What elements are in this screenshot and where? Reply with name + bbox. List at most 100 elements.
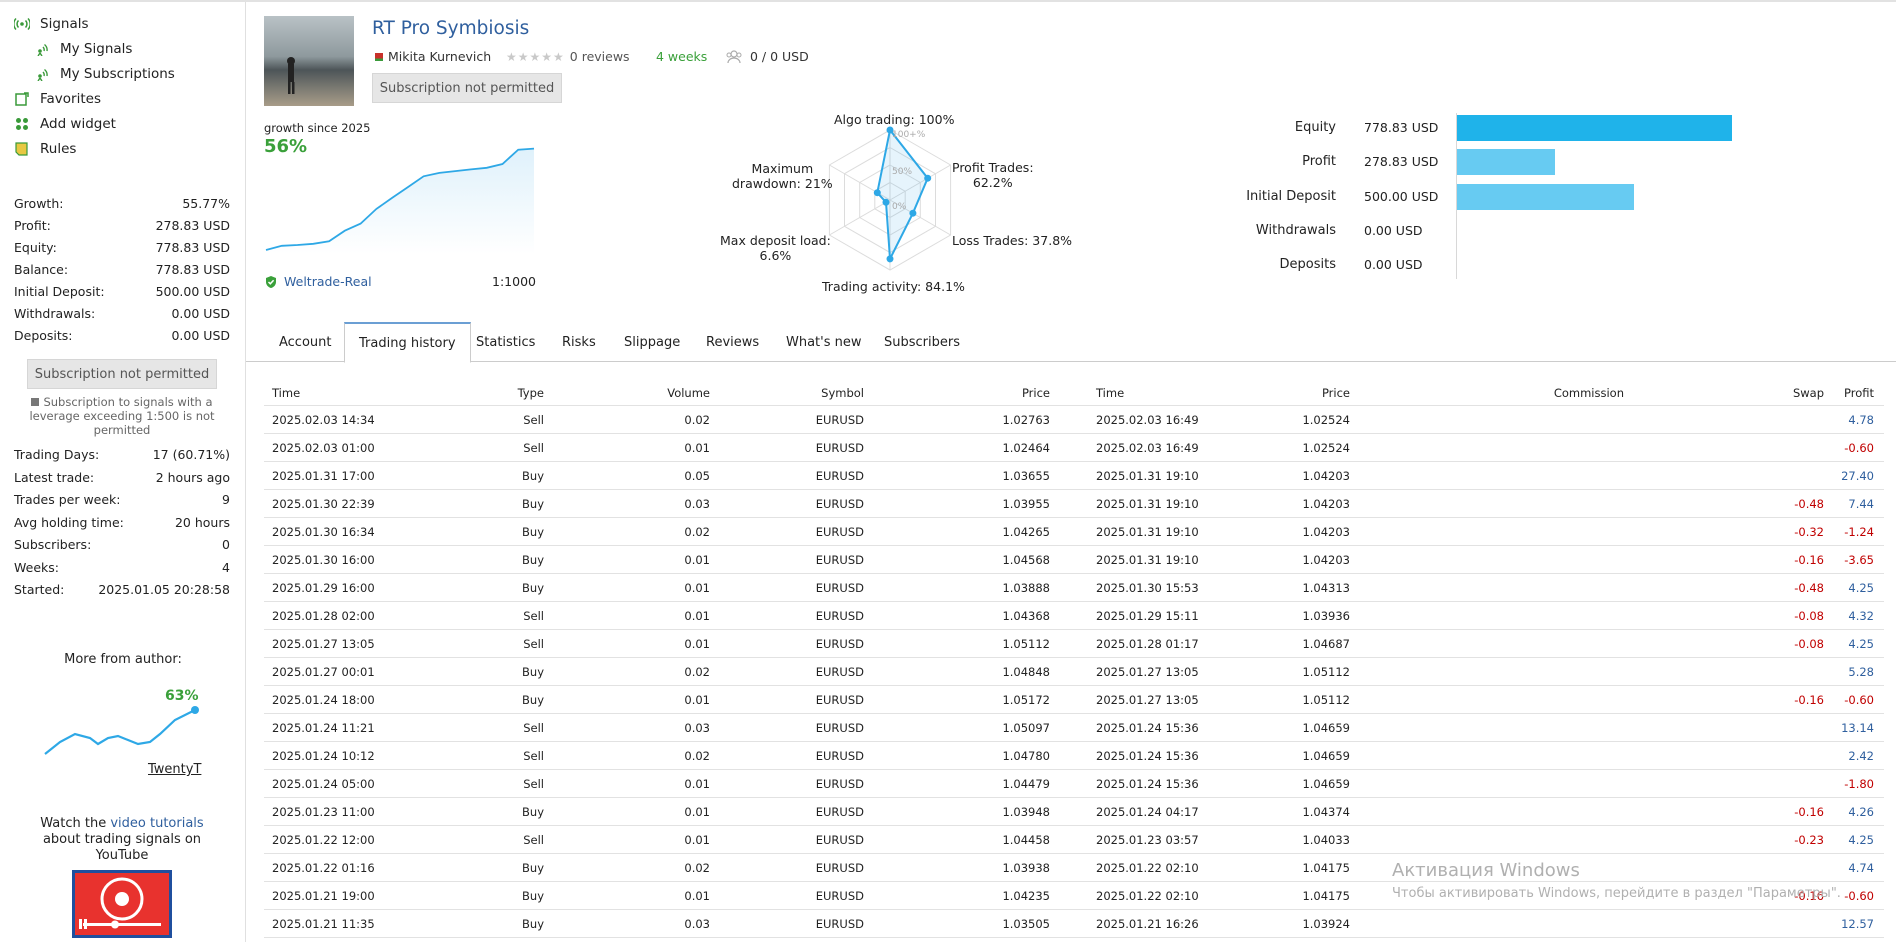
table-cell [1464, 714, 1624, 741]
table-cell: 0.03 [684, 916, 710, 931]
table-cell: -1.80 [1844, 776, 1874, 791]
table-cell [1464, 434, 1624, 461]
table-cell: 1.05172 [1002, 692, 1050, 707]
radar-tick-label: 50% [892, 167, 912, 177]
bar-value: 0.00 USD [1364, 222, 1423, 238]
table-cell: 2025.01.21 19:00 [272, 888, 375, 903]
radar-tick-label: 100+% [892, 130, 926, 140]
table-cell: Sell [523, 776, 544, 791]
table-cell [1464, 406, 1624, 433]
tab-account[interactable]: Account [279, 334, 332, 350]
table-cell: EURUSD [815, 468, 864, 483]
table-cell: 1.04033 [1302, 832, 1350, 847]
table-cell: 2025.01.30 15:53 [1096, 580, 1199, 595]
signal-icon [34, 41, 50, 57]
column-header[interactable]: Time [272, 385, 301, 400]
stat-label: Profit: [14, 218, 51, 233]
column-header[interactable]: Symbol [821, 385, 864, 400]
table-cell [1664, 770, 1824, 797]
table-cell: 1.03955 [1002, 496, 1050, 511]
tab-statistics[interactable]: Statistics [476, 334, 536, 350]
column-header[interactable]: Swap [1792, 385, 1824, 400]
nav-my-signals[interactable]: My Signals [34, 41, 132, 57]
table-cell: 2025.02.03 16:49 [1096, 440, 1199, 455]
column-header[interactable]: Price [1021, 385, 1050, 400]
growth-chart[interactable] [264, 138, 536, 254]
radar-label-profit-trades: Profit Trades: 62.2% [952, 160, 1034, 190]
stat-value: 4 [222, 559, 230, 575]
table-cell: EURUSD [815, 440, 864, 455]
tutorial-text: Watch the video tutorials about trading … [40, 816, 204, 863]
table-row: 2025.01.22 12:00 Sell 0.01 EURUSD 1.04458 202… [264, 826, 1884, 854]
table-cell: 0.03 [684, 720, 710, 735]
nav-add-widget[interactable]: Add widget [14, 116, 116, 132]
author-name[interactable]: Mikita Kurnevich [388, 49, 492, 64]
table-cell: 1.02524 [1302, 440, 1350, 455]
table-cell [1464, 742, 1624, 769]
column-header[interactable]: Profit [1844, 385, 1874, 400]
table-cell: 4.78 [1848, 412, 1874, 427]
table-cell: 2025.01.23 03:57 [1096, 832, 1199, 847]
column-header[interactable]: Type [517, 385, 544, 400]
table-cell: -0.23 [1794, 832, 1824, 847]
radar-label-drawdown: Maximum drawdown: 21% [732, 161, 833, 191]
table-row: 2025.02.03 14:34 Sell 0.02 EURUSD 1.02763 202… [264, 406, 1884, 434]
author-signal-link[interactable]: TwentyT [148, 762, 202, 777]
nav-favorites[interactable]: Favorites [14, 91, 101, 107]
table-cell: 1.04203 [1302, 496, 1350, 511]
table-cell: 2025.01.31 19:10 [1096, 524, 1199, 539]
table-cell: 1.04374 [1302, 804, 1350, 819]
table-cell: 2025.01.24 15:36 [1096, 748, 1199, 763]
sidebar-subscribe-button[interactable]: Subscription not permitted [27, 359, 217, 389]
header-subscribe-button[interactable]: Subscription not permitted [372, 73, 562, 103]
signal-title[interactable]: RT Pro Symbiosis [372, 18, 530, 39]
table-cell: 1.04848 [1002, 664, 1050, 679]
table-cell [1464, 686, 1624, 713]
tab-subscribers[interactable]: Subscribers [884, 334, 960, 350]
table-cell: 4.25 [1848, 832, 1874, 847]
table-cell: EURUSD [815, 776, 864, 791]
reviews-count[interactable]: 0 reviews [569, 49, 630, 64]
stat-label: Latest trade: [14, 469, 95, 485]
stat-label: Initial Deposit: [14, 284, 105, 299]
table-cell: Sell [523, 412, 544, 427]
broker-info[interactable]: Weltrade-Real [264, 274, 372, 289]
tab-what-s-new[interactable]: What's new [786, 334, 862, 350]
author-info[interactable]: Mikita Kurnevich [373, 49, 491, 64]
nav-rules[interactable]: Rules [14, 141, 76, 157]
table-cell: 2025.01.27 13:05 [1096, 664, 1199, 679]
table-row: 2025.01.23 11:00 Buy 0.01 EURUSD 1.03948 2025… [264, 798, 1884, 826]
radar-point [886, 255, 894, 263]
youtube-tutorial-thumbnail[interactable] [72, 870, 172, 938]
nav-signals[interactable]: Signals [14, 16, 89, 32]
tab-risks[interactable]: Risks [562, 334, 596, 350]
table-cell: 2025.01.29 16:00 [272, 580, 375, 595]
author-signal-sparkline[interactable] [40, 686, 210, 756]
column-header[interactable]: Price [1321, 385, 1350, 400]
table-cell: 4.25 [1848, 636, 1874, 651]
column-header[interactable]: Volume [667, 385, 710, 400]
tab-slippage[interactable]: Slippage [624, 334, 681, 350]
tab-trading-history[interactable]: Trading history [344, 322, 471, 363]
stat-row: Trading Days: 17 (60.71%) [14, 447, 230, 462]
column-header[interactable]: Commission [1553, 385, 1624, 400]
table-cell: 1.04659 [1302, 748, 1350, 763]
column-header[interactable]: Time [1096, 385, 1125, 400]
radar-point [886, 126, 894, 134]
table-cell: 0.01 [684, 440, 710, 455]
table-cell: 2025.02.03 01:00 [272, 440, 375, 455]
table-cell: 2025.01.24 04:17 [1096, 804, 1199, 819]
nav-my-subscriptions[interactable]: My Subscriptions [34, 66, 175, 82]
table-cell: 1.03938 [1002, 860, 1050, 875]
stat-label: Growth: [14, 196, 64, 211]
table-cell: 2025.01.27 13:05 [272, 636, 375, 651]
table-cell: EURUSD [815, 496, 864, 511]
table-row: 2025.01.30 16:34 Buy 0.02 EURUSD 1.04265 2025… [264, 518, 1884, 546]
table-cell: 0.01 [684, 580, 710, 595]
video-tutorials-link[interactable]: video tutorials [110, 816, 204, 831]
tab-reviews[interactable]: Reviews [706, 334, 760, 350]
nav-label: Add widget [40, 116, 116, 132]
broker-name[interactable]: Weltrade-Real [284, 274, 372, 289]
stat-value: 0.00 USD [171, 328, 230, 343]
table-cell: 2025.01.21 16:26 [1096, 916, 1199, 931]
